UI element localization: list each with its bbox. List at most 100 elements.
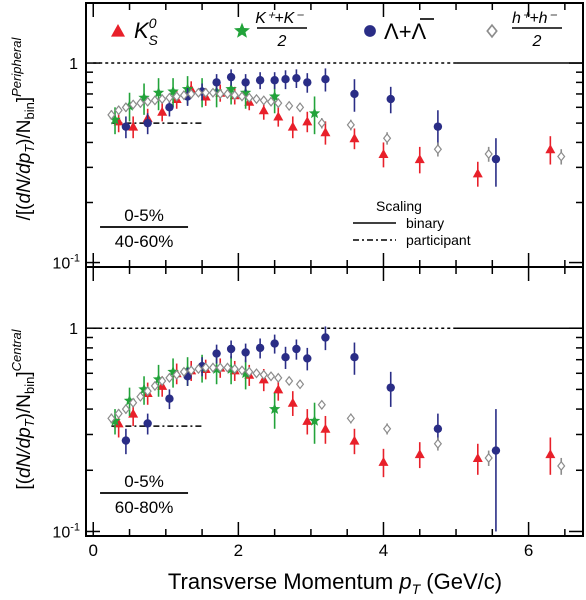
y-tick-label: 1 xyxy=(69,56,78,73)
data-point-diamond xyxy=(557,151,566,162)
data-point-star xyxy=(210,362,223,374)
data-point-star xyxy=(268,403,281,414)
data-point-triangle xyxy=(111,24,125,37)
data-point-star xyxy=(152,373,165,385)
data-point-diamond xyxy=(187,88,196,100)
data-point-circle xyxy=(255,76,265,85)
scaling-legend-label: binary xyxy=(406,215,444,231)
data-point-triangle xyxy=(258,105,269,115)
data-point-diamond xyxy=(252,93,261,105)
data-point-circle xyxy=(241,348,250,357)
data-point-diamond xyxy=(433,438,443,449)
data-point-diamond xyxy=(484,148,493,160)
data-point-diamond xyxy=(486,23,498,39)
ratio-numerator: 0-5% xyxy=(124,206,164,225)
data-point-diamond xyxy=(346,413,355,424)
data-point-triangle xyxy=(378,456,389,466)
data-point-diamond xyxy=(121,403,131,415)
data-point-diamond xyxy=(285,100,294,112)
data-point-diamond xyxy=(382,133,392,144)
data-point-star xyxy=(234,22,250,38)
data-point-diamond xyxy=(208,87,218,98)
data-point-diamond xyxy=(274,97,283,109)
data-point-diamond xyxy=(216,88,225,100)
data-point-triangle xyxy=(349,435,360,445)
x-axis-label: Transverse Momentum pT (GeV/c) xyxy=(168,569,502,597)
data-point-triangle xyxy=(302,415,313,425)
data-point-circle xyxy=(350,89,359,99)
legend: K0 S K⁺+K⁻ 2 Λ+Λ h⁺+h⁻ 2 xyxy=(111,10,562,50)
data-point-diamond xyxy=(252,368,261,379)
data-point-star xyxy=(109,414,121,426)
data-point-diamond xyxy=(223,362,232,373)
legend-label-numerator: K⁺+K⁻ xyxy=(255,10,304,27)
data-point-diamond xyxy=(317,117,326,129)
data-point-circle xyxy=(350,352,359,362)
data-point-circle xyxy=(143,118,152,128)
y-tick-label: 1 xyxy=(69,321,78,338)
data-point-circle xyxy=(281,352,290,362)
data-point-diamond xyxy=(201,362,210,373)
data-point-diamond xyxy=(194,363,203,375)
data-point-diamond xyxy=(245,366,254,377)
data-point-diamond xyxy=(114,105,123,116)
y-axis-label-top: /[(dN/dpT)/Nbin]Peripheral xyxy=(9,37,37,221)
panel-top: 10-1 1 0-5% 40-60% xyxy=(52,2,584,273)
data-point-diamond xyxy=(201,87,210,98)
data-point-circle xyxy=(241,78,250,87)
data-point-circle xyxy=(212,349,221,358)
data-point-circle xyxy=(321,333,330,342)
data-point-diamond xyxy=(158,93,167,105)
data-point-circle xyxy=(165,103,174,112)
x-tick-label: 6 xyxy=(524,541,533,560)
data-point-diamond xyxy=(216,362,225,373)
data-point-triangle xyxy=(273,384,284,394)
data-point-circle xyxy=(321,74,330,84)
x-tick-label: 4 xyxy=(379,541,388,560)
data-point-diamond xyxy=(557,460,566,472)
data-point-triangle xyxy=(414,154,425,164)
y-tick-label: 10-1 xyxy=(52,253,80,273)
legend-label-denominator: 2 xyxy=(532,33,542,50)
data-point-circle xyxy=(255,343,265,353)
data-point-triangle xyxy=(287,121,298,131)
data-point-star xyxy=(308,107,321,119)
data-point-diamond xyxy=(129,99,138,110)
data-point-diamond xyxy=(121,102,131,113)
ratio-denominator: 40-60% xyxy=(115,232,174,251)
data-point-star xyxy=(138,91,150,103)
x-tick-label: 0 xyxy=(89,541,98,560)
data-point-diamond xyxy=(245,92,254,103)
data-point-circle xyxy=(226,72,236,82)
data-point-circle xyxy=(121,436,131,445)
data-point-triangle xyxy=(320,127,331,137)
ratio-denominator: 60-80% xyxy=(115,498,174,517)
data-point-triangle xyxy=(414,449,425,459)
data-point-circle xyxy=(364,25,376,37)
data-point-diamond xyxy=(158,375,167,387)
data-point-circle xyxy=(303,354,312,363)
data-point-diamond xyxy=(382,423,392,434)
data-point-triangle xyxy=(320,423,331,433)
data-point-diamond xyxy=(208,362,218,373)
data-point-circle xyxy=(143,419,152,428)
data-point-star xyxy=(138,383,150,395)
data-point-circle xyxy=(165,394,174,403)
data-point-star xyxy=(123,99,136,111)
y-tick-label: 10-1 xyxy=(52,521,80,541)
data-point-circle xyxy=(212,78,221,87)
data-point-diamond xyxy=(172,91,181,102)
data-point-diamond xyxy=(136,391,145,402)
data-point-circle xyxy=(491,446,501,455)
data-point-star xyxy=(167,365,179,377)
series-diamond xyxy=(107,87,566,165)
data-point-circle xyxy=(292,344,301,354)
data-point-triangle xyxy=(349,133,360,143)
data-point-triangle xyxy=(273,111,284,121)
data-point-diamond xyxy=(194,87,203,98)
data-point-diamond xyxy=(266,96,276,107)
data-point-circle xyxy=(121,122,131,131)
data-point-triangle xyxy=(378,149,389,159)
